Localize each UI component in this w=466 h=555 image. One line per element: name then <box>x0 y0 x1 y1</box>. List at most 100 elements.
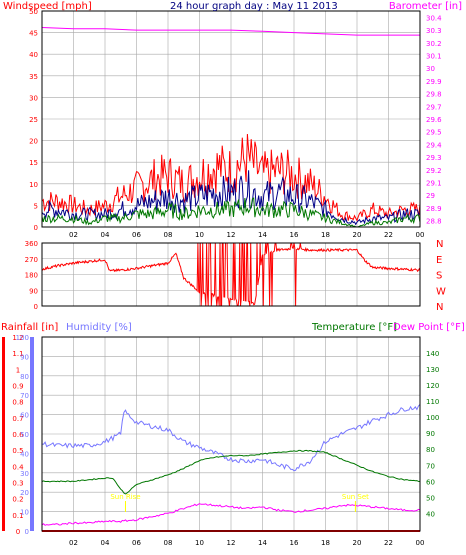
temperature-x-tick-label: 18 <box>321 539 330 547</box>
temperature-tick-label: 130 <box>426 366 439 374</box>
humidity-tick-label: 30 <box>20 470 29 478</box>
rain-tick-label: 0.7 <box>12 415 23 423</box>
rain-tick-label: 0 <box>16 528 20 536</box>
temperature-tick-label: 100 <box>426 414 439 422</box>
windspeed-tick-label: 50 <box>29 8 38 16</box>
humidity-tick-label: 0 <box>25 528 29 536</box>
temperature-x-tick-label: 08 <box>164 539 173 547</box>
windspeed-tick-label: 25 <box>29 116 38 124</box>
windspeed-tick-label: 10 <box>29 181 38 189</box>
temperature-line <box>41 449 421 495</box>
compass-label: E <box>436 255 442 266</box>
temperature-x-tick-label: 14 <box>258 539 267 547</box>
temperature-x-tick-label: 06 <box>132 539 141 547</box>
temperature-tick-label: 90 <box>426 430 435 438</box>
rain-tick-label: 1.1 <box>12 350 23 358</box>
wind-x-tick-label: 00 <box>416 231 425 239</box>
compass-label: N <box>436 239 443 250</box>
dewpoint-axis-label: Dew Point [°F] <box>393 322 465 333</box>
windspeed-axis-label: Windspeed [mph] <box>3 1 92 12</box>
barometer-tick-label: 30 <box>426 65 435 73</box>
direction-tick-label: 0 <box>34 303 38 311</box>
temperature-x-tick-label: 20 <box>353 539 362 547</box>
humidity-line <box>41 404 421 472</box>
wind-frame <box>41 10 421 228</box>
humidity-tick-label: 40 <box>20 450 29 458</box>
barometer-tick-label: 29.8 <box>426 91 442 99</box>
sun-set-label: Sun Set <box>342 493 369 501</box>
barometer-axis-label: Barometer [in] <box>389 1 462 12</box>
humidity-tick-label: 50 <box>20 431 29 439</box>
barometer-tick-label: 29.3 <box>426 154 442 162</box>
direction-frame <box>41 242 421 307</box>
rain-tick-label: 0.1 <box>12 512 23 520</box>
temperature-axis-label: Temperature [°F] <box>311 322 397 333</box>
temperature-tick-labels: 40 50 60 70 80 90 100 110 120 130 140 <box>426 350 439 518</box>
humidity-tick-label: 60 <box>20 412 29 420</box>
temperature-frame <box>41 336 421 532</box>
wind-x-tick-label: 08 <box>164 231 173 239</box>
wind-direction-line <box>41 242 421 307</box>
humidity-tick-label: 10 <box>20 509 29 517</box>
wind-x-tick-labels: 02 04 06 08 10 12 14 16 18 20 22 00 <box>69 231 424 239</box>
barometer-tick-label: 29 <box>426 192 435 200</box>
windspeed-tick-label: 40 <box>29 51 38 59</box>
barometer-tick-label: 30.1 <box>426 52 442 60</box>
rain-tick-label: 1 <box>16 366 20 374</box>
temperature-tick-label: 60 <box>426 478 435 486</box>
windspeed-tick-label: 35 <box>29 73 38 81</box>
windspeed-tick-label: 0 <box>34 224 38 232</box>
rain-tick-label: 1.2 <box>12 334 23 342</box>
barometer-tick-label: 29.4 <box>426 141 442 149</box>
barometer-tick-labels: 28.8 28.9 29 29.1 29.2 29.3 29.4 29.5 29.6 29.7 29… <box>426 14 442 225</box>
temperature-x-tick-label: 04 <box>101 539 110 547</box>
wind-x-tick-label: 14 <box>258 231 267 239</box>
barometer-tick-label: 28.8 <box>426 218 442 226</box>
barometer-tick-label: 29.1 <box>426 180 442 188</box>
humidity-tick-label: 80 <box>20 373 29 381</box>
barometer-tick-label: 30.4 <box>426 14 442 22</box>
temperature-x-tick-label: 00 <box>416 539 425 547</box>
rain-axis-bar <box>2 337 5 531</box>
temperature-x-tick-label: 12 <box>227 539 236 547</box>
rain-tick-labels: 0 0.1 0.2 0.3 0.4 0.5 0.6 0.7 0.8 0.9 1 1.1 1.2 <box>12 334 24 536</box>
wind-x-tick-label: 20 <box>353 231 362 239</box>
barometer-tick-label: 29.5 <box>426 129 442 137</box>
temperature-x-tick-label: 16 <box>290 539 299 547</box>
humidity-tick-label: 70 <box>20 392 29 400</box>
humidity-axis-bar <box>30 337 34 531</box>
dewpoint-line <box>41 503 421 526</box>
windspeed-tick-labels: 0 5 10 15 20 25 30 35 40 45 50 <box>29 8 38 232</box>
windspeed-tick-label: 30 <box>29 94 38 102</box>
direction-tick-label: 90 <box>29 287 38 295</box>
sun-markers: Sun Rise Sun Set <box>110 493 369 512</box>
wind-speed-line <box>41 170 421 226</box>
wind-x-tick-label: 10 <box>195 231 204 239</box>
rain-tick-label: 0.2 <box>12 496 23 504</box>
rain-tick-label: 0.8 <box>12 399 23 407</box>
windspeed-tick-label: 5 <box>34 202 38 210</box>
rain-tick-label: 0.4 <box>12 463 24 471</box>
windspeed-tick-label: 20 <box>29 138 38 146</box>
temperature-x-tick-labels: 02 04 06 08 10 12 14 16 18 20 22 00 <box>69 539 424 547</box>
rain-tick-label: 0.3 <box>12 480 23 488</box>
windspeed-tick-label: 45 <box>29 30 38 38</box>
wind-x-tick-label: 22 <box>384 231 393 239</box>
wind-x-tick-label: 12 <box>227 231 236 239</box>
temperature-tick-label: 140 <box>426 350 439 358</box>
temperature-tick-label: 50 <box>426 494 435 502</box>
temperature-tick-label: 120 <box>426 382 439 390</box>
humidity-axis-label: Humidity [%] <box>66 322 132 333</box>
compass-label: N <box>436 302 443 313</box>
humidity-tick-label: 100 <box>16 334 29 342</box>
compass-label: S <box>436 271 442 282</box>
barometer-tick-label: 29.6 <box>426 116 442 124</box>
temperature-x-tick-label: 10 <box>195 539 204 547</box>
direction-tick-labels: 0 90 180 270 360 <box>25 240 38 311</box>
temperature-x-tick-label: 22 <box>384 539 393 547</box>
